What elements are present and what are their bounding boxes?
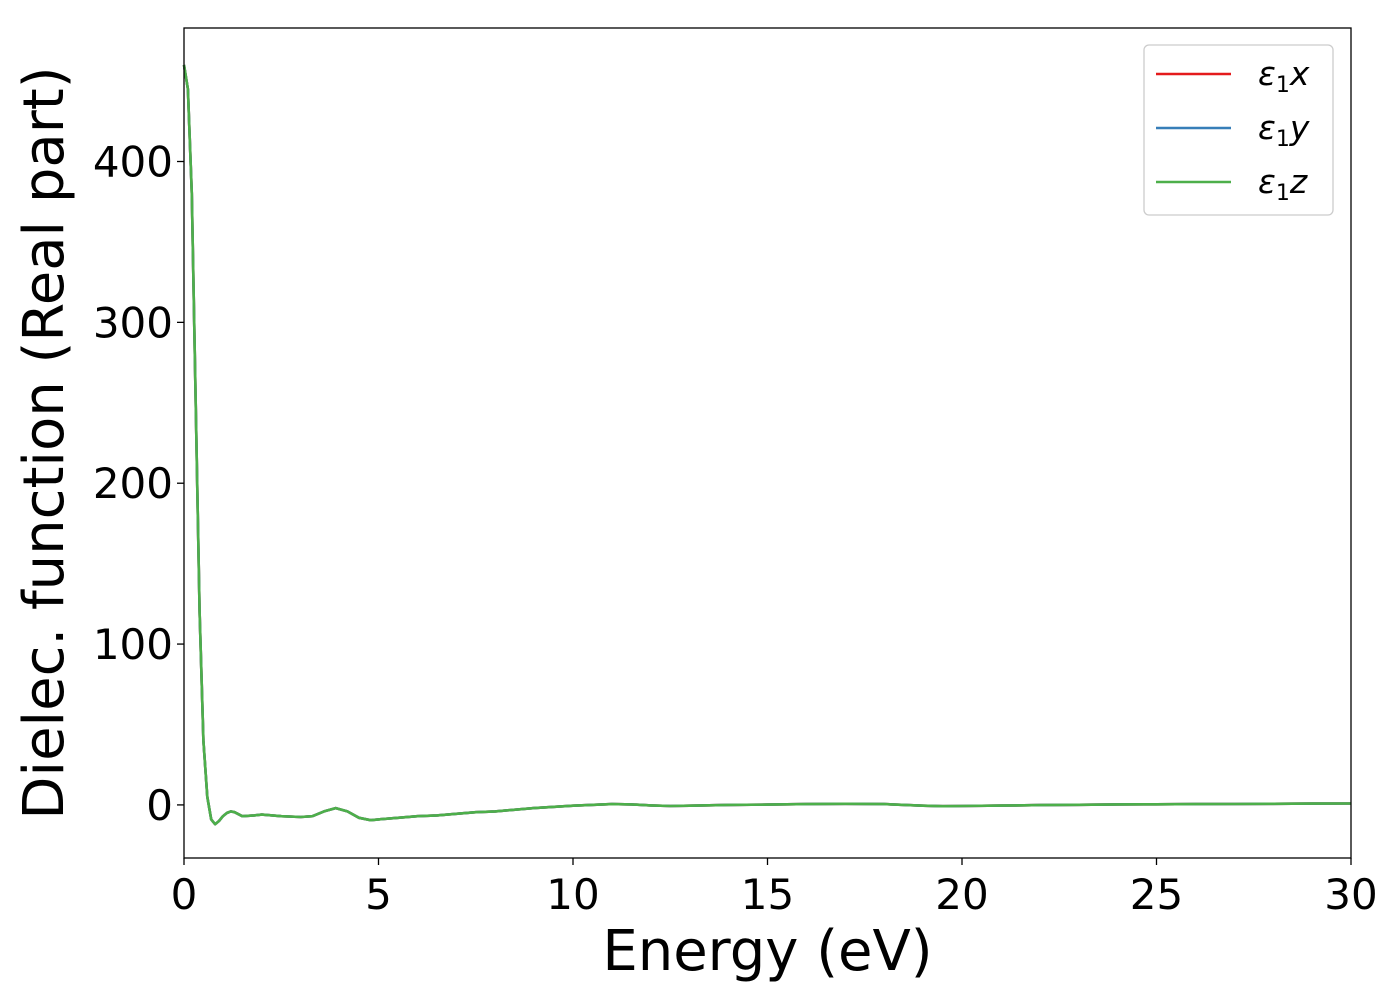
y-axis-ticks: 0 100 200 300 400 <box>93 138 184 830</box>
y-axis-title: Dielec. function (Real part) <box>12 66 77 819</box>
series-line-3 <box>182 64 1352 826</box>
x-tick-label: 25 <box>1130 870 1183 919</box>
y-tick-label: 200 <box>93 459 173 508</box>
y-tick-label: 400 <box>93 138 173 187</box>
x-tick-label: 20 <box>935 870 988 919</box>
y-tick-label: 0 <box>146 781 173 830</box>
x-tick-label: 5 <box>365 870 392 919</box>
x-axis-title: Energy (eV) <box>602 919 932 984</box>
y-tick-label: 100 <box>93 620 173 669</box>
x-tick-label: 30 <box>1324 870 1377 919</box>
legend-label-1: ε1x <box>1258 54 1310 98</box>
legend-frame <box>1143 44 1334 216</box>
legend-label-3: ε1z <box>1258 162 1308 206</box>
x-tick-label: 15 <box>741 870 794 919</box>
legend: ε1x ε1y ε1z <box>1143 44 1334 216</box>
legend-label-2: ε1y <box>1258 108 1310 152</box>
y-tick-label: 300 <box>93 298 173 347</box>
x-tick-label: 0 <box>171 870 198 919</box>
series-layer <box>182 64 1352 826</box>
x-tick-label: 10 <box>546 870 599 919</box>
x-axis-ticks: 0 5 10 15 20 25 30 <box>171 858 1378 919</box>
